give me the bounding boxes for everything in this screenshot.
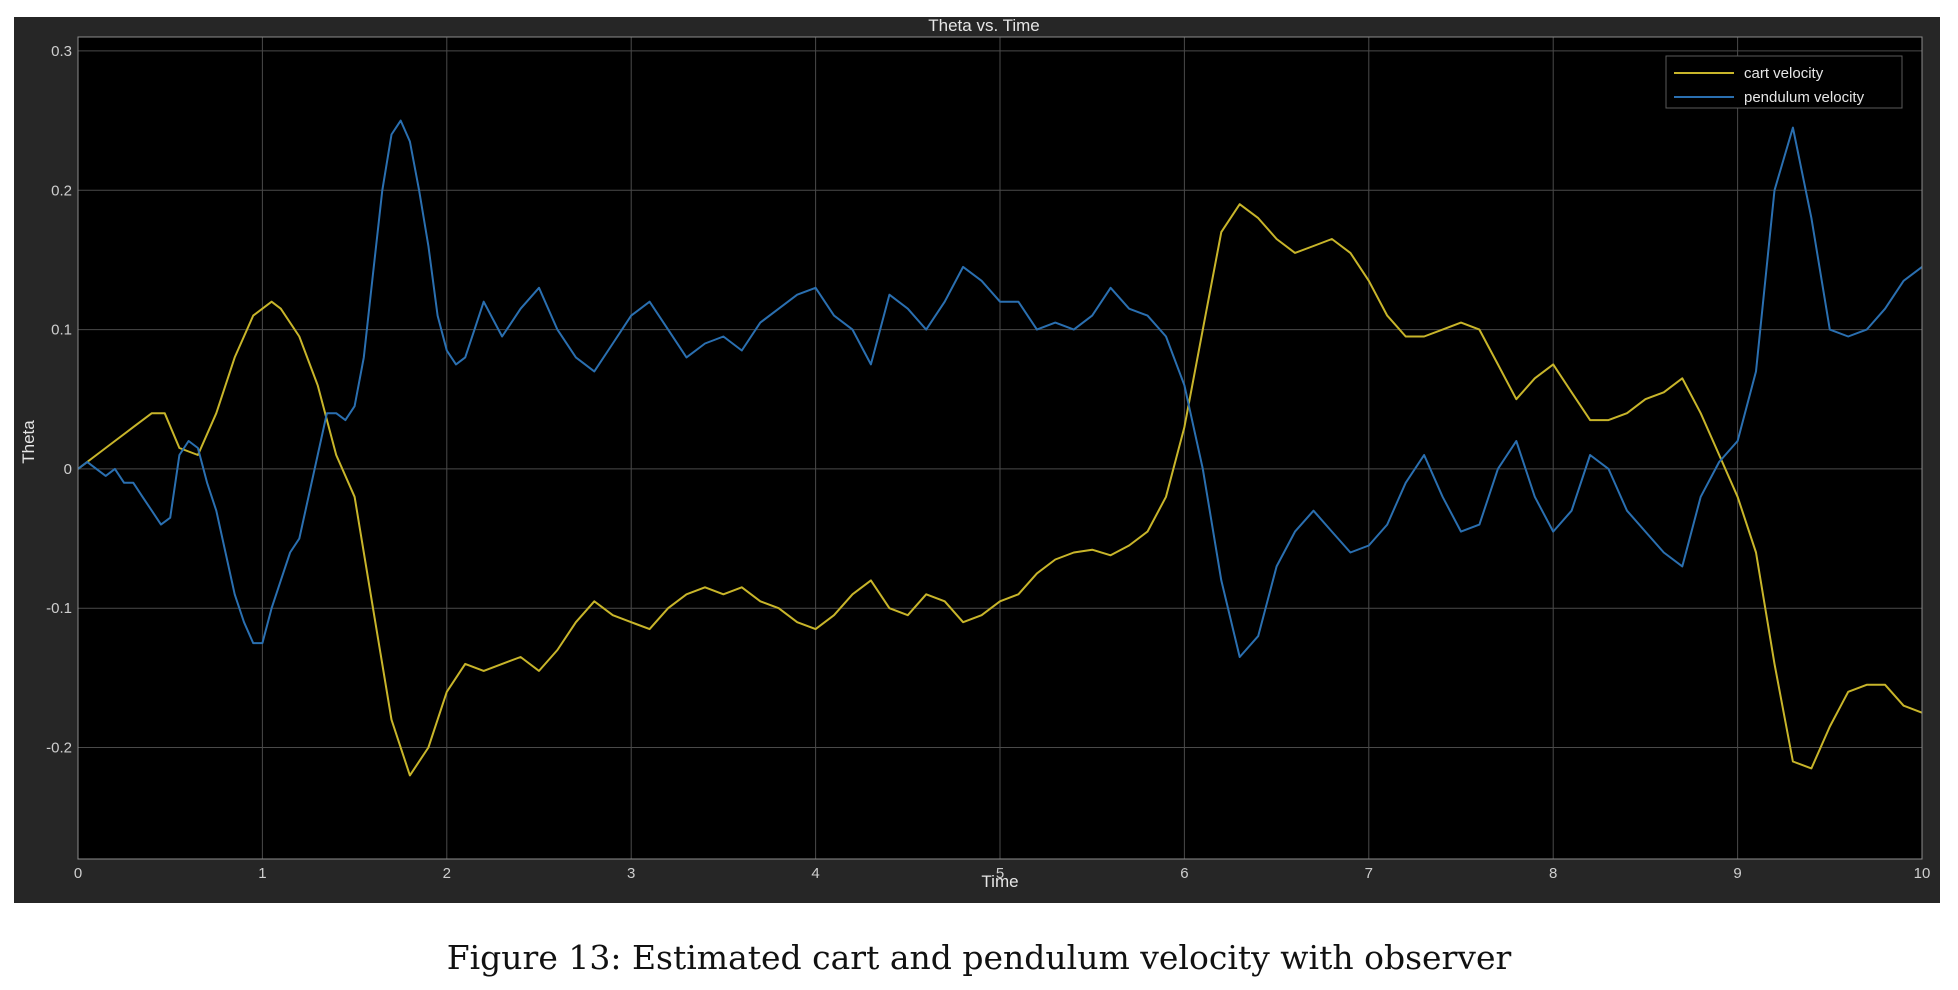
legend: cart velocity pendulum velocity [1665, 55, 1903, 109]
x-tick-label: 6 [1180, 865, 1188, 882]
series-line-pendulum-velocity [77, 119, 1923, 658]
tick-labels: 0 1 2 3 4 5 6 7 8 9 10 -0.2 -0.1 0 0.1 0.2 0.3 [46, 43, 1930, 882]
x-tick-label: 1 [258, 865, 266, 882]
y-tick-label: 0.1 [51, 322, 72, 339]
figure-caption: Figure 13: Estimated cart and pendulum v… [446, 938, 1512, 977]
series-line-cart-velocity [77, 203, 1923, 777]
x-tick-label: 9 [1733, 865, 1741, 882]
x-tick-label: 7 [1365, 865, 1373, 882]
legend-box [1665, 55, 1903, 109]
x-axis-title: Time [981, 872, 1018, 891]
legend-label-cart-velocity: cart velocity [1744, 65, 1824, 82]
y-tick-label: 0.3 [51, 43, 72, 60]
x-tick-label: 2 [443, 865, 451, 882]
legend-label-pendulum-velocity: pendulum velocity [1744, 89, 1865, 106]
line-chart: Theta vs. Time 0 1 2 3 4 5 6 7 8 9 10-0.2-0.100.10… [19, 17, 1930, 891]
x-tick-label: 3 [627, 865, 635, 882]
figure-panel: Theta vs. Time 0 1 2 3 4 5 6 7 8 9 10 -0.2 -0.1 0 0.1 0… [14, 17, 1940, 903]
chart-title: Theta vs. Time [928, 17, 1039, 35]
y-tick-label: -0.1 [46, 600, 72, 617]
y-tick-label: 0.2 [51, 182, 72, 199]
y-tick-label: 0 [64, 461, 72, 478]
y-axis-title: Theta [19, 420, 38, 464]
plot-frame [77, 36, 1923, 860]
x-tick-label: 0 [74, 865, 82, 882]
x-tick-label: 4 [811, 865, 819, 882]
series-lines [77, 119, 1923, 777]
y-tick-label: -0.2 [46, 740, 72, 757]
x-tick-label: 10 [1914, 865, 1931, 882]
x-tick-label: 8 [1549, 865, 1557, 882]
x-tick-label: 5 [996, 865, 1004, 882]
